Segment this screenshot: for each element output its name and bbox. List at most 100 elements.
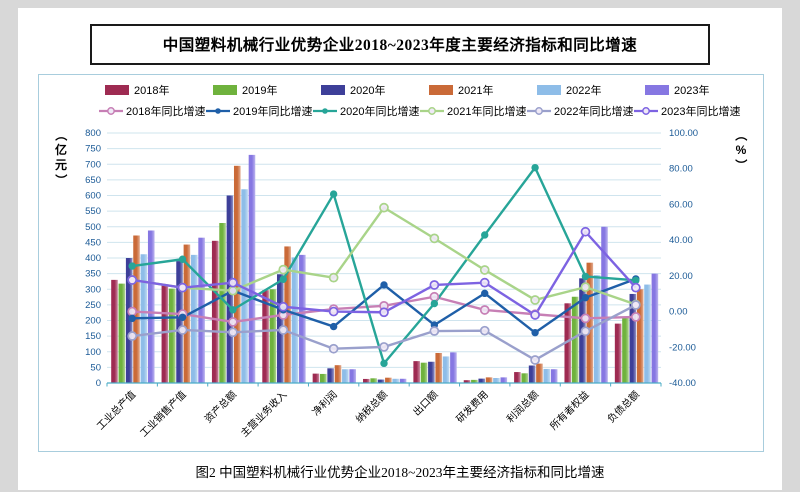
line-point [328,272,339,283]
line-point [228,317,238,327]
svg-text:450: 450 [85,237,101,248]
svg-text:负债总额: 负债总额 [604,388,641,425]
bar [342,369,349,383]
svg-text:0: 0 [96,378,101,389]
bar [299,254,306,383]
line-point [128,314,136,323]
svg-text:工业销售产值: 工业销售产值 [137,388,189,440]
svg-text:元: 元 [55,158,67,172]
bars-2018年 [111,240,622,383]
line-point [178,255,187,263]
bar [485,377,493,383]
line-point [630,312,641,322]
svg-text:（: （ [734,129,749,141]
svg-text:800: 800 [85,128,101,139]
line-point [530,295,540,305]
bar [601,226,608,383]
line-point [479,265,490,275]
line-point [278,264,289,275]
svg-text:500: 500 [85,222,101,233]
bar [320,373,327,383]
svg-text:（: （ [54,129,69,141]
line-point [580,282,591,292]
bar [291,257,299,383]
line-point [581,293,590,302]
bar [593,275,601,383]
line-point [632,276,640,285]
legend-label: 2022年 [566,83,601,97]
line-point [429,291,440,302]
legend-label: 2019年 [242,83,277,97]
legend-swatch [213,85,237,95]
svg-text:600: 600 [85,191,101,202]
legend-label: 2023年同比增速 [661,104,740,118]
bar [550,369,558,383]
bar [363,378,370,383]
bar [521,373,529,383]
legend-label: 2018年同比增速 [126,104,205,118]
left-axis-unit: （亿元 ） [54,129,69,186]
bar [211,240,219,383]
bar [450,352,457,383]
line-point [228,327,238,338]
svg-text:100: 100 [85,347,101,358]
svg-text:%: % [736,143,747,157]
svg-text:出口额: 出口额 [410,388,440,418]
svg-text:）: ） [734,159,749,171]
bar [543,368,551,383]
svg-text:650: 650 [85,175,101,186]
bar [219,223,226,383]
line-point [127,275,138,285]
bar [442,356,450,383]
bar [651,273,659,383]
legend-label: 2020年同比增速 [340,104,419,118]
svg-text:20.00: 20.00 [669,271,693,282]
line-point [278,325,289,335]
legend-label: 2019年同比增速 [233,104,312,118]
legend-bars: 2018年 2019年 2020年 2021年 2022年 2023年 [105,83,709,97]
line-point [127,331,138,341]
right-axis-ticks: 100.00 80.00 60.00 40.00 20.00 0.00 -20.00 -40.… [669,128,698,389]
bar [118,283,126,383]
svg-text:400: 400 [85,253,101,264]
line-point [379,342,389,352]
line-point [278,301,289,312]
legend-swatch [321,85,345,95]
svg-text:250: 250 [85,300,101,311]
svg-text:利润总额: 利润总额 [504,388,541,425]
line-point [530,355,540,365]
bar [392,378,400,383]
chart-svg: 8007507006506005505004504003503002502001… [54,83,749,440]
bar [478,378,486,383]
svg-text:200: 200 [85,316,101,327]
bar [133,235,140,383]
line-point [329,322,338,331]
svg-text:50: 50 [90,362,101,373]
bars-2019年 [118,223,629,383]
line-point [329,190,338,198]
line-point [128,262,136,270]
svg-text:700: 700 [85,159,101,170]
line-point [481,231,489,239]
bar [161,285,169,383]
line-point [177,325,188,335]
svg-text:-20.00: -20.00 [669,342,696,353]
figure-panel: 中国塑料机械行业优势企业2018~2023年度主要经济指标和同比增速 800 75… [18,8,782,490]
legend-swatch [537,85,561,95]
svg-text:主营业务收入: 主营业务收入 [238,388,290,440]
line-2020年同比增速 [132,166,636,365]
bar [312,373,320,383]
line-point [380,281,388,289]
bar [428,361,435,383]
bar [168,288,176,383]
line-point [481,289,489,298]
bar [435,353,443,383]
line-point [630,282,641,293]
bar [198,237,205,383]
bar [190,254,198,383]
bar [471,379,478,383]
bar [111,279,118,383]
bar [413,361,420,383]
line-point [178,313,187,321]
line-point [127,306,138,317]
